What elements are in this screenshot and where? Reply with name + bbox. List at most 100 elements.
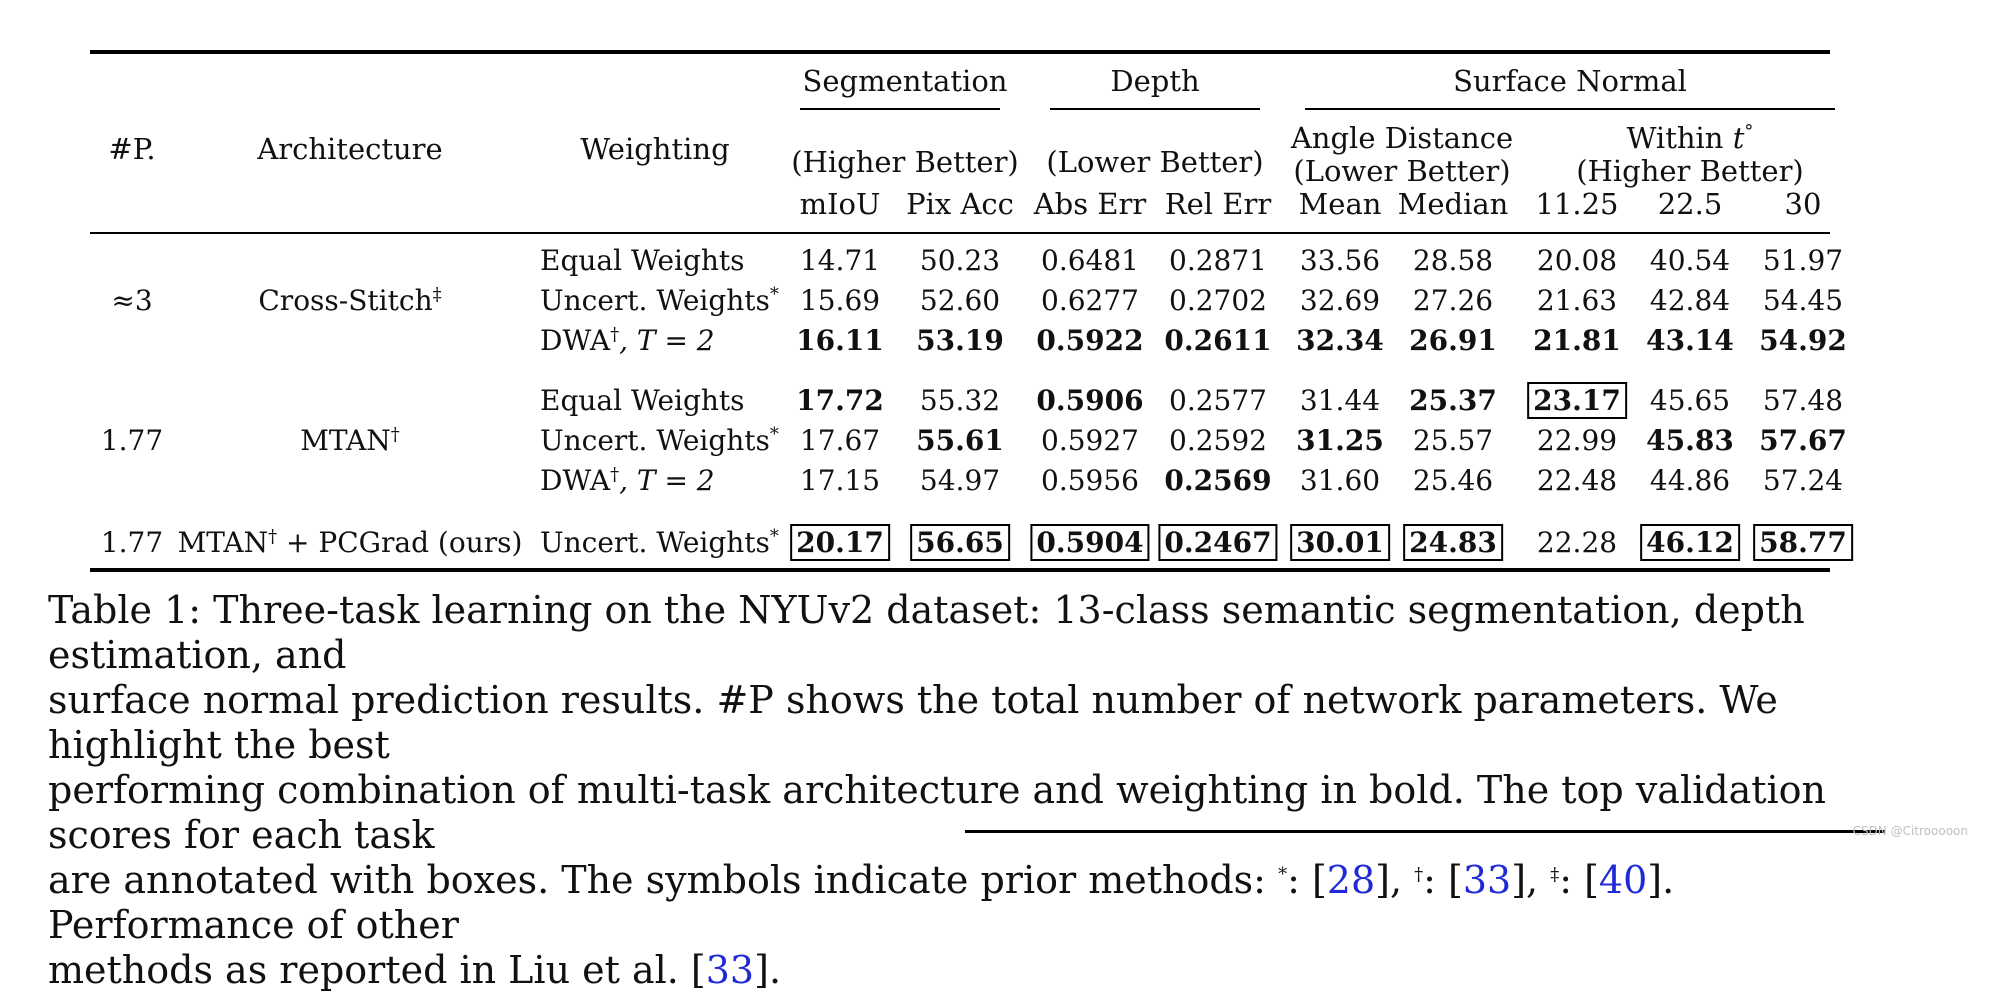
caption-text-5a: methods as reported in Liu et al. [48, 948, 691, 992]
seg-underline [800, 108, 1000, 110]
table-cell: 30.01 [1290, 524, 1390, 561]
table-cell: 54.45 [1763, 284, 1843, 318]
ref-28-link[interactable]: 28 [1326, 858, 1376, 902]
caption-sym-2: † [1414, 864, 1424, 885]
table-cell: 22.99 [1537, 424, 1617, 458]
cell-value: 44.86 [1649, 464, 1731, 497]
boxed-value: 20.17 [790, 524, 890, 561]
cell-value: 0.2611 [1164, 324, 1272, 357]
cell-value: 17.15 [799, 464, 881, 497]
table-cell: 22.28 [1537, 526, 1617, 560]
subgroup-depth: (Lower Better) [1046, 145, 1264, 179]
cell-value: 32.69 [1299, 284, 1381, 317]
weighting-param: , T = 2 [619, 464, 715, 497]
cell-value: 0.5927 [1041, 424, 1139, 457]
subgroup-angle-1: Angle Distance [1290, 121, 1514, 155]
table-cell: 0.2569 [1164, 464, 1271, 498]
cell-value: 0.2577 [1169, 384, 1267, 417]
header-weighting: Weighting [580, 132, 730, 166]
caption-line-4: are annotated with boxes. The symbols in… [48, 858, 1675, 947]
table-cell: 46.12 [1640, 524, 1740, 561]
table-cell: 25.37 [1409, 384, 1497, 418]
table-cell: 0.2592 [1169, 424, 1267, 458]
within-text: Within [1626, 121, 1724, 155]
boxed-value: 46.12 [1640, 524, 1740, 561]
cell-value: 45.65 [1649, 384, 1731, 417]
cell-value: 52.60 [919, 284, 1001, 317]
ref-40-link[interactable]: 40 [1598, 858, 1648, 902]
col-mean: Mean [1298, 187, 1382, 221]
col-22: 22.5 [1657, 187, 1723, 221]
weighting-param: , T = 2 [619, 324, 715, 357]
table-cell: 31.60 [1300, 464, 1380, 498]
table-cell: 0.2702 [1169, 284, 1267, 318]
architecture-name: MTAN† [300, 424, 400, 458]
table-cell: 25.46 [1413, 464, 1493, 498]
table-cell: 32.69 [1300, 284, 1380, 318]
cell-value: 21.63 [1536, 284, 1618, 317]
table-cell: 32.34 [1296, 324, 1384, 358]
cell-value: 57.24 [1762, 464, 1844, 497]
architecture-sup: † [268, 526, 278, 547]
table-cell: 45.65 [1650, 384, 1730, 418]
table-cell: 21.63 [1537, 284, 1617, 318]
table-cell: 0.5922 [1036, 324, 1143, 358]
subgroup-within-1: Within t° [1627, 121, 1754, 155]
weighting-text: Uncert. Weights [540, 424, 770, 457]
architecture-name: MTAN† + PCGrad (ours) [178, 526, 523, 560]
weighting-label: Uncert. Weights* [540, 284, 779, 318]
weighting-sup: * [769, 526, 779, 547]
cell-value: 31.44 [1299, 384, 1381, 417]
table-cell: 40.54 [1650, 244, 1730, 278]
cell-value: 31.60 [1299, 464, 1381, 497]
bottom-rule [90, 568, 1830, 572]
params-value: 1.77 [100, 424, 164, 457]
col-pixacc: Pix Acc [906, 187, 1014, 221]
group-surface-normal: Surface Normal [1453, 64, 1687, 98]
architecture-label: MTAN [177, 526, 269, 559]
header-architecture: Architecture [257, 132, 443, 166]
weighting-label: DWA†, T = 2 [540, 324, 715, 358]
table-cell: 15.69 [800, 284, 880, 318]
cell-value: 20.08 [1536, 244, 1618, 277]
table-cell: 17.67 [800, 424, 880, 458]
ref-33-link[interactable]: 33 [1462, 858, 1512, 902]
cell-value: 0.2871 [1169, 244, 1267, 277]
table-cell: 54.92 [1759, 324, 1847, 358]
boxed-value: 56.65 [910, 524, 1010, 561]
cell-value: 0.5956 [1041, 464, 1139, 497]
col-median: Median [1397, 187, 1509, 221]
caption-line-5: methods as reported in Liu et al. [33]. [48, 948, 782, 992]
table-cell: 20.08 [1537, 244, 1617, 278]
boxed-value: 58.77 [1753, 524, 1853, 561]
architecture-name: Cross-Stitch‡ [258, 284, 441, 318]
within-var: t [1732, 121, 1745, 155]
cell-value: 22.48 [1536, 464, 1618, 497]
table-cell: 20.17 [790, 524, 890, 561]
architecture-sup: † [390, 424, 400, 445]
table-cell: 25.57 [1413, 424, 1493, 458]
caption-line-2: surface normal prediction results. #P sh… [48, 678, 1778, 767]
col-miou: mIoU [799, 187, 881, 221]
table-cell: 0.2611 [1164, 324, 1271, 358]
table-cell: 0.2467 [1158, 524, 1278, 561]
cell-value: 26.91 [1409, 324, 1497, 357]
cell-value: 27.26 [1412, 284, 1494, 317]
table-cell: 21.81 [1533, 324, 1621, 358]
table-cell: 50.23 [920, 244, 1000, 278]
weighting-text: Uncert. Weights [540, 284, 770, 317]
table-cell: 55.61 [916, 424, 1004, 458]
caption-line-3: performing combination of multi-task arc… [48, 768, 1827, 857]
cell-value: 0.2569 [1164, 464, 1272, 497]
ref-33b-link[interactable]: 33 [705, 948, 755, 992]
cell-value: 17.72 [796, 384, 884, 417]
cell-value: 43.14 [1646, 324, 1734, 357]
cell-value: 14.71 [799, 244, 881, 277]
cell-value: 15.69 [799, 284, 881, 317]
cell-value: 45.83 [1646, 424, 1734, 457]
table-cell: 53.19 [916, 324, 1004, 358]
weighting-label: Uncert. Weights* [540, 526, 779, 560]
table-cell: 44.86 [1650, 464, 1730, 498]
cell-value: 0.2702 [1169, 284, 1267, 317]
subgroup-angle-2: (Lower Better) [1293, 154, 1511, 188]
